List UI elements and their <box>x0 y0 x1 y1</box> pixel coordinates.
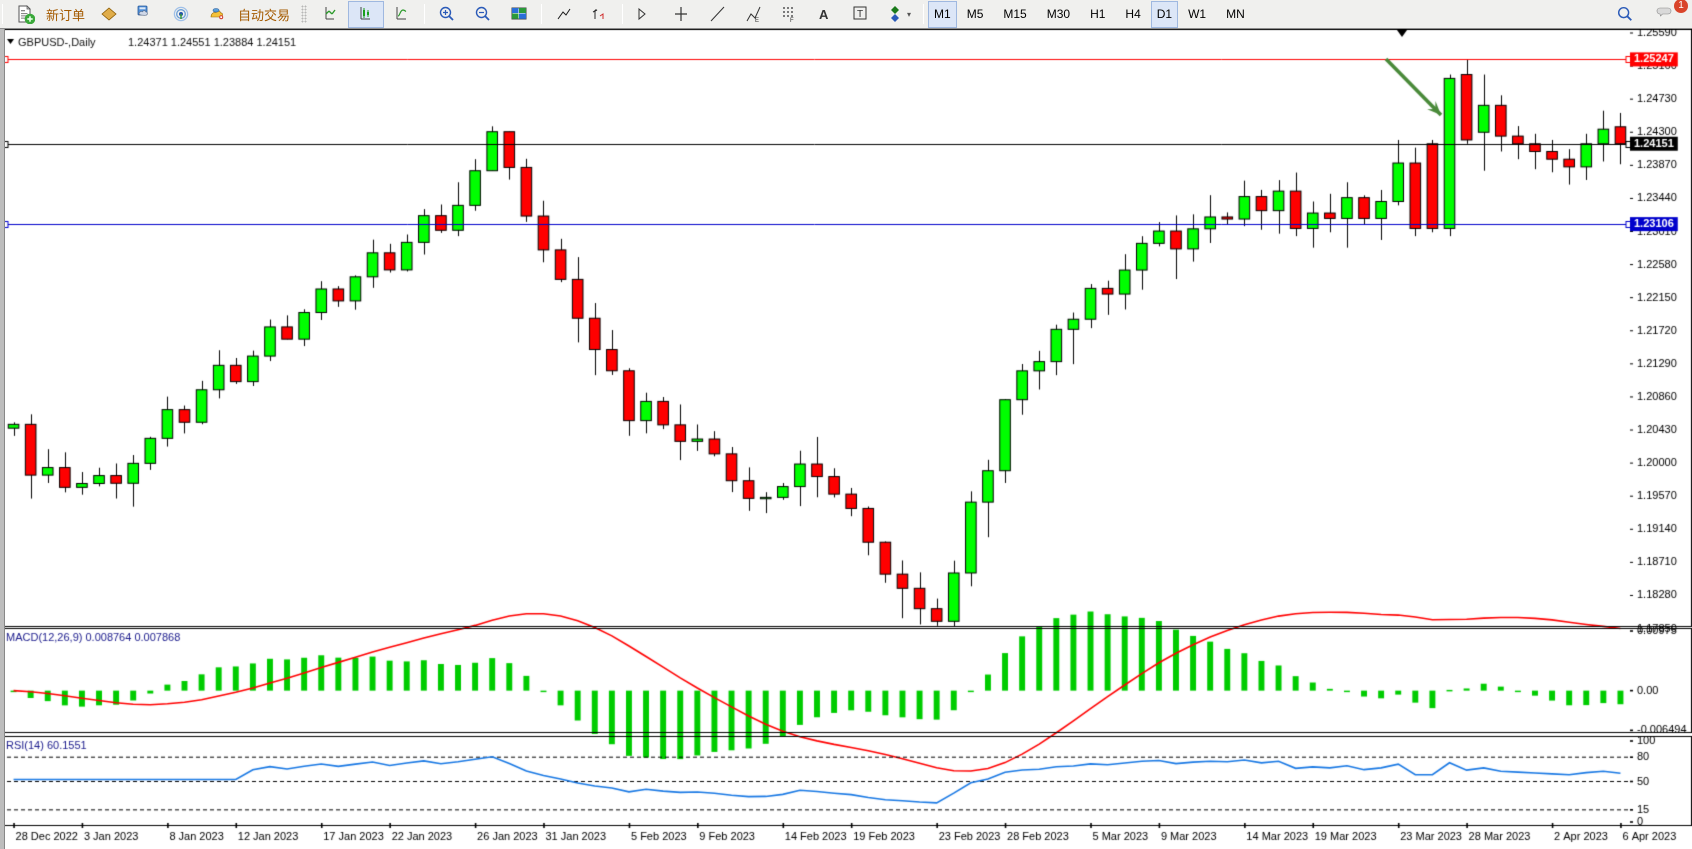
svg-text:F: F <box>790 18 794 24</box>
svg-text:E: E <box>755 18 759 24</box>
svg-text:T: T <box>857 9 863 20</box>
svg-text:A: A <box>819 7 829 22</box>
